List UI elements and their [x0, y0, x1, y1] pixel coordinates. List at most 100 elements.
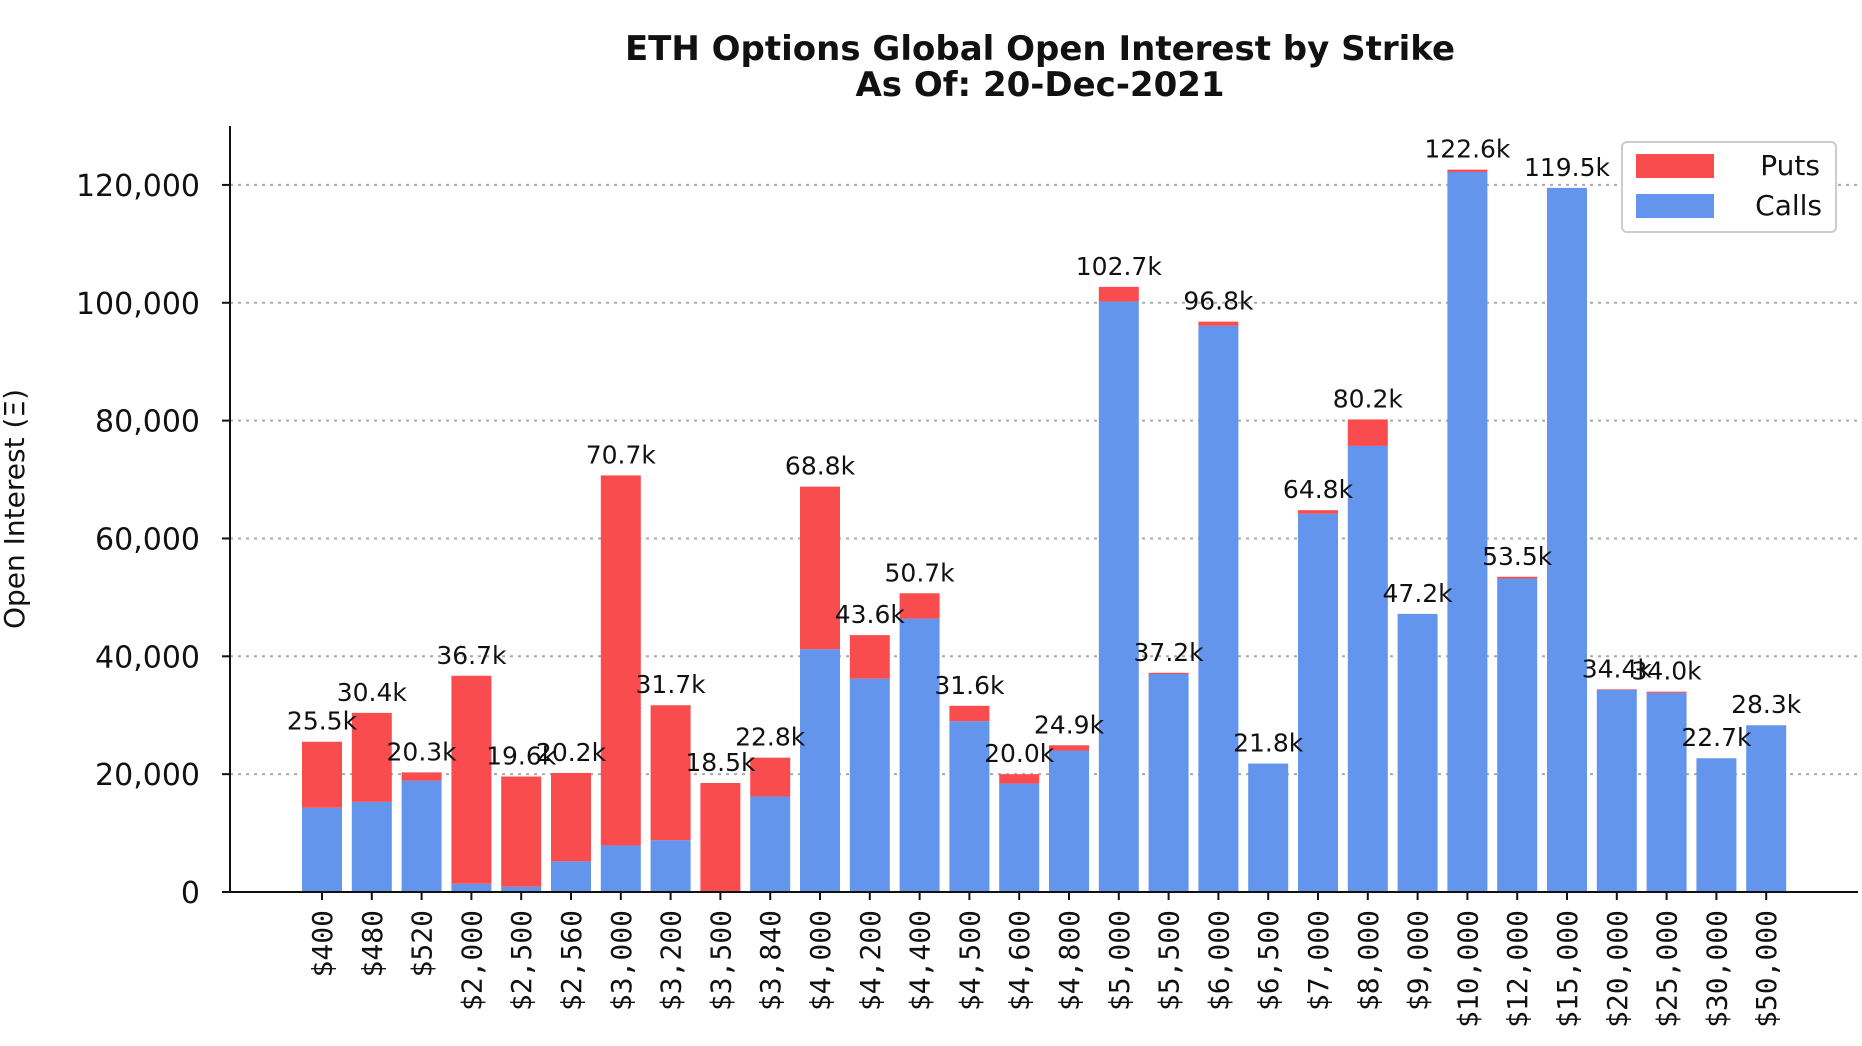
bar-puts — [899, 593, 940, 619]
x-tick-label: $20,000 — [1601, 910, 1634, 1028]
bar-puts — [700, 782, 741, 892]
y-tick-label: 0 — [181, 876, 200, 911]
x-tick-label: $15,000 — [1551, 910, 1584, 1028]
data-label: 22.8k — [735, 723, 806, 752]
legend-swatch-calls — [1636, 194, 1714, 218]
bar-calls — [1696, 758, 1737, 892]
x-tick-label: $12,000 — [1501, 910, 1534, 1028]
bar-puts — [551, 772, 591, 862]
x-tick-label: $9,000 — [1402, 910, 1435, 1011]
bar-calls — [551, 861, 591, 892]
bar-calls — [451, 883, 492, 892]
x-tick-label: $30,000 — [1700, 910, 1733, 1028]
data-label: 80.2k — [1333, 384, 1404, 413]
bar-puts — [1098, 286, 1139, 302]
bar-calls — [1596, 689, 1637, 892]
bar-calls — [1198, 325, 1239, 892]
bar-puts — [1148, 672, 1189, 674]
bar-puts — [1049, 745, 1089, 751]
bar-calls — [1646, 692, 1687, 892]
data-label: 53.5k — [1482, 542, 1553, 571]
bar-puts — [1596, 689, 1637, 690]
x-tick-label: $3,500 — [704, 910, 737, 1011]
bar-calls — [1248, 763, 1289, 892]
data-label: 30.4k — [337, 678, 408, 707]
legend-label-calls: Calls — [1755, 189, 1822, 222]
bars — [302, 169, 1787, 892]
data-label: 70.7k — [586, 440, 657, 469]
bar-calls — [1098, 301, 1139, 892]
y-axis-ticks: 0 20,000 40,000 60,000 80,000 100,000 120,000 — [76, 169, 230, 911]
bar-puts — [1497, 576, 1538, 579]
x-tick-label: $520 — [406, 910, 439, 977]
x-tick-label: $3,840 — [754, 910, 787, 1011]
chart-title: ETH Options Global Open Interest by Stri… — [625, 29, 1455, 69]
bar-puts — [1447, 169, 1488, 172]
bar-calls — [302, 807, 342, 892]
x-tick-label: $2,500 — [505, 910, 538, 1011]
bar-calls — [1347, 445, 1388, 892]
bar-calls — [849, 678, 890, 892]
bar-calls — [1148, 673, 1189, 892]
bar-puts — [800, 486, 840, 650]
data-label: 20.2k — [536, 738, 607, 767]
data-label: 24.9k — [1034, 710, 1105, 739]
data-label: 20.0k — [984, 739, 1055, 768]
data-label: 31.6k — [934, 671, 1005, 700]
bar-puts — [1347, 419, 1388, 446]
data-label: 68.8k — [785, 452, 856, 481]
data-label: 102.7k — [1076, 252, 1163, 281]
bar-calls — [949, 721, 990, 892]
bar-calls — [600, 845, 641, 892]
data-label: 47.2k — [1383, 579, 1454, 608]
data-label: 25.5k — [287, 707, 358, 736]
bar-puts — [501, 776, 542, 887]
bar-puts — [600, 475, 641, 846]
bar-calls — [899, 618, 940, 892]
bar-calls — [1547, 187, 1587, 892]
bar-calls — [1298, 513, 1338, 892]
y-tick-label: 100,000 — [76, 287, 200, 322]
x-tick-label: $8,000 — [1352, 910, 1385, 1011]
x-tick-label: $3,000 — [605, 910, 638, 1011]
data-label: 28.3k — [1731, 690, 1802, 719]
bar-calls — [1397, 613, 1438, 892]
bar-puts — [650, 705, 691, 841]
x-tick-label: $2,560 — [555, 910, 588, 1011]
x-tick-label: $4,200 — [854, 910, 887, 1011]
y-axis-label: Open Interest (Ξ) — [0, 389, 31, 629]
bar-calls — [401, 780, 442, 892]
bar-puts — [1646, 691, 1687, 693]
bar-puts — [451, 675, 492, 884]
x-tick-label: $5,500 — [1153, 910, 1186, 1011]
data-label: 50.7k — [885, 558, 956, 587]
bar-calls — [1746, 725, 1787, 892]
data-label: 18.5k — [685, 748, 756, 777]
x-tick-label: $25,000 — [1651, 910, 1684, 1028]
legend-label-puts: Puts — [1760, 149, 1820, 182]
data-label: 34.4k — [1582, 654, 1653, 683]
y-tick-label: 20,000 — [95, 758, 200, 793]
y-tick-label: 40,000 — [95, 640, 200, 675]
data-label: 20.3k — [387, 737, 458, 766]
x-tick-label: $3,200 — [655, 910, 688, 1011]
x-tick-label: $2,000 — [455, 910, 488, 1011]
x-tick-label: $4,500 — [953, 910, 986, 1011]
bar-puts — [849, 635, 890, 679]
bar-calls — [650, 840, 691, 892]
bar-calls — [351, 801, 392, 892]
y-tick-label: 80,000 — [95, 405, 200, 440]
data-label: 119.5k — [1524, 153, 1611, 182]
x-tick-label: $5,000 — [1103, 910, 1136, 1011]
x-tick-label: $400 — [306, 910, 339, 977]
x-tick-label: $7,000 — [1302, 910, 1335, 1011]
bar-calls — [1049, 750, 1089, 892]
x-tick-label: $50,000 — [1750, 910, 1783, 1028]
bar-calls — [999, 783, 1040, 892]
bar-puts — [999, 774, 1040, 784]
data-label: 36.7k — [436, 641, 507, 670]
y-tick-label: 120,000 — [76, 169, 200, 204]
x-tick-label: $4,600 — [1003, 910, 1036, 1011]
bar-calls — [800, 649, 840, 892]
